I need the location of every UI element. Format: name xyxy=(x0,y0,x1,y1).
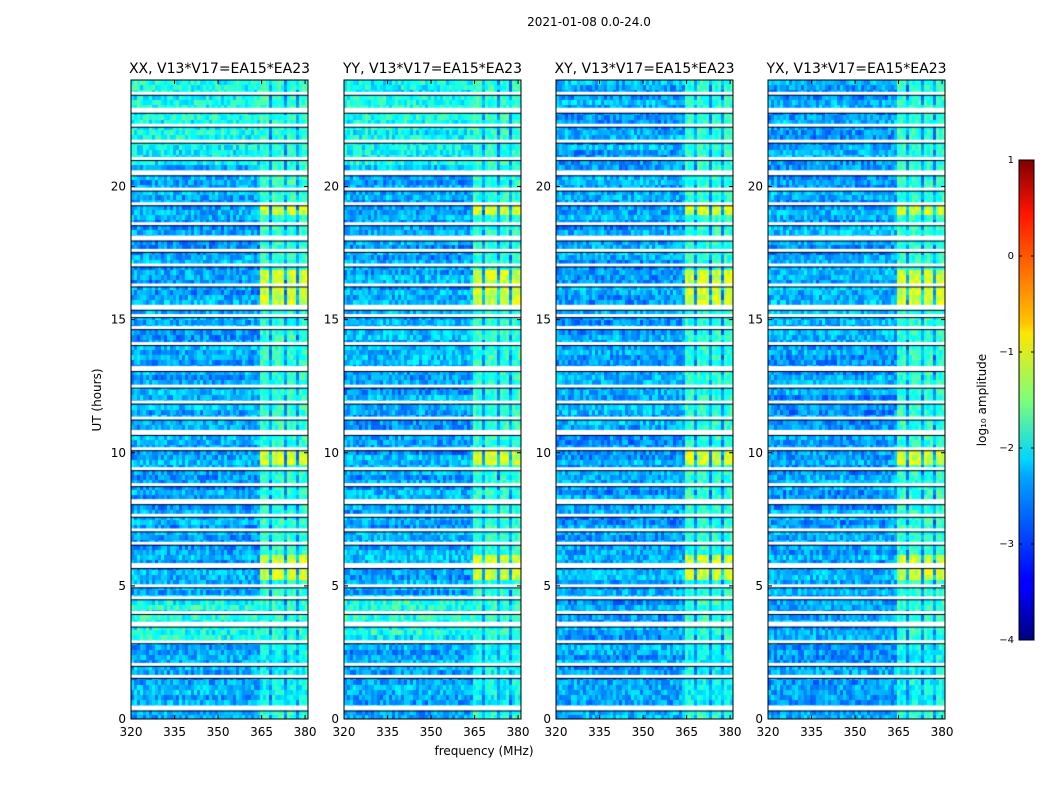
colorbar-tick-label: 1 xyxy=(1008,155,1014,166)
y-tick-label: 20 xyxy=(536,180,551,194)
colorbar-tick-label: −4 xyxy=(999,635,1014,646)
x-tick-label: 335 xyxy=(588,725,611,739)
y-tick-label: 5 xyxy=(331,579,339,593)
panel-title: XX, V13*V17=EA15*EA23 xyxy=(129,61,310,77)
colorbar: 1 0 −1 −2 −3 −4 log₁₀ amplitude xyxy=(975,155,1035,646)
y-tick-label: 15 xyxy=(536,313,551,327)
spectrogram-yy xyxy=(344,80,521,719)
spectrogram-xy xyxy=(556,80,733,719)
panel-yy: YY, V13*V17=EA15*EA23 320 335 350 365 380 0 5 10… xyxy=(324,61,530,739)
y-tick-label: 0 xyxy=(118,712,126,726)
x-tick-label: 380 xyxy=(719,725,742,739)
axes-frame xyxy=(343,79,522,720)
panel-title: YY, V13*V17=EA15*EA23 xyxy=(342,61,522,77)
x-tick-label: 320 xyxy=(545,725,568,739)
y-tick-label: 10 xyxy=(748,446,763,460)
colorbar-tick-label: −2 xyxy=(999,443,1014,454)
y-tick-label: 10 xyxy=(111,446,126,460)
y-tick-label: 0 xyxy=(331,712,339,726)
y-tick-label: 20 xyxy=(111,180,126,194)
y-tick-label: 15 xyxy=(748,313,763,327)
y-tick-label: 10 xyxy=(536,446,551,460)
x-axis-label: frequency (MHz) xyxy=(434,744,533,758)
colorbar-tick-label: −3 xyxy=(999,539,1014,550)
x-tick-label: 335 xyxy=(376,725,399,739)
x-tick-label: 335 xyxy=(800,725,823,739)
x-tick-label: 320 xyxy=(333,725,356,739)
x-tick-label: 365 xyxy=(675,725,698,739)
x-tick-label: 350 xyxy=(420,725,443,739)
x-tick-label: 365 xyxy=(250,725,273,739)
figure-suptitle: 2021-01-08 0.0-24.0 xyxy=(527,15,651,29)
axes-frame xyxy=(130,79,309,720)
y-axis-label: UT (hours) xyxy=(90,368,104,431)
x-tick-label: 320 xyxy=(120,725,143,739)
y-tick-label: 5 xyxy=(543,579,551,593)
y-tick-label: 15 xyxy=(324,313,339,327)
x-tick-label: 380 xyxy=(294,725,317,739)
x-tick-label: 320 xyxy=(757,725,780,739)
x-tick-label: 380 xyxy=(507,725,530,739)
panel-title: XY, V13*V17=EA15*EA23 xyxy=(554,61,734,77)
panel-yx: YX, V13*V17=EA15*EA23 320 335 350 365 380 0 5 10… xyxy=(748,61,954,739)
x-tick-label: 335 xyxy=(163,725,186,739)
panel-xx: XX, V13*V17=EA15*EA23 320 335 350 365 380 0 5 10… xyxy=(111,61,317,739)
spectrogram-yx xyxy=(768,80,945,719)
spectrogram-xx xyxy=(131,80,308,719)
colorbar-gradient xyxy=(1018,159,1035,641)
y-tick-label: 10 xyxy=(324,446,339,460)
y-tick-label: 5 xyxy=(755,579,763,593)
x-tick-label: 350 xyxy=(844,725,867,739)
x-tick-label: 350 xyxy=(632,725,655,739)
x-tick-label: 350 xyxy=(207,725,230,739)
x-tick-label: 380 xyxy=(931,725,954,739)
y-tick-label: 15 xyxy=(111,313,126,327)
x-tick-label: 365 xyxy=(463,725,486,739)
panel-title: YX, V13*V17=EA15*EA23 xyxy=(765,61,946,77)
colorbar-label: log₁₀ amplitude xyxy=(975,354,989,446)
axes-frame xyxy=(555,79,734,720)
y-tick-label: 0 xyxy=(755,712,763,726)
axes-frame xyxy=(767,79,946,720)
y-tick-label: 0 xyxy=(543,712,551,726)
y-tick-label: 20 xyxy=(748,180,763,194)
panel-xy: XY, V13*V17=EA15*EA23 320 335 350 365 380 0 5 10… xyxy=(536,61,742,739)
y-tick-label: 20 xyxy=(324,180,339,194)
y-tick-label: 5 xyxy=(118,579,126,593)
colorbar-tick-label: 0 xyxy=(1008,251,1014,262)
colorbar-tick-label: −1 xyxy=(999,347,1014,358)
x-tick-label: 365 xyxy=(887,725,910,739)
